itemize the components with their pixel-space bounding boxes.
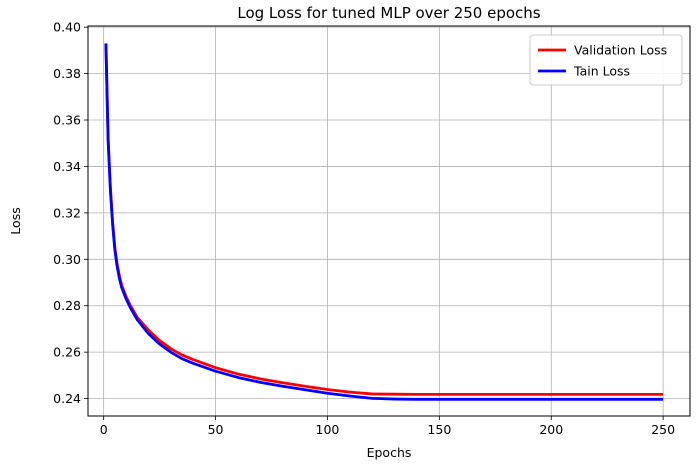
x-tick-label: 50: [208, 422, 224, 437]
y-tick-label: 0.32: [53, 205, 81, 220]
grid: [88, 26, 690, 416]
x-tick-label: 250: [651, 422, 675, 437]
y-axis-label: Loss: [8, 207, 23, 234]
series-lines: [104, 43, 664, 401]
x-axis-label: Epochs: [367, 445, 412, 460]
y-tick-label: 0.38: [53, 66, 81, 81]
x-tick-label: 200: [539, 422, 563, 437]
legend-box: [529, 34, 683, 86]
legend-label-tain-loss: Tain Loss: [573, 64, 630, 79]
y-tick-label: 0.30: [53, 252, 81, 267]
chart-title: Log Loss for tuned MLP over 250 epochs: [237, 4, 540, 22]
y-tick-label: 0.40: [53, 20, 81, 35]
x-tick-label: 150: [427, 422, 451, 437]
axis-ticks: 0 50 100 150 200 250 0.24 0.26 0.28 0.30 0.32 0.34 0…: [53, 20, 675, 437]
y-tick-label: 0.26: [53, 345, 81, 360]
series-line-tain-loss: [104, 43, 664, 401]
x-tick-label: 0: [100, 422, 108, 437]
x-tick-label: 100: [316, 422, 340, 437]
y-tick-label: 0.28: [53, 298, 81, 313]
y-tick-label: 0.24: [53, 391, 81, 406]
plot-frame: [87, 25, 691, 417]
y-tick-label: 0.36: [53, 113, 81, 128]
legend-label-validation-loss: Validation Loss: [574, 43, 667, 58]
y-tick-label: 0.34: [53, 159, 81, 174]
legend: Validation Loss Tain Loss: [529, 34, 683, 86]
